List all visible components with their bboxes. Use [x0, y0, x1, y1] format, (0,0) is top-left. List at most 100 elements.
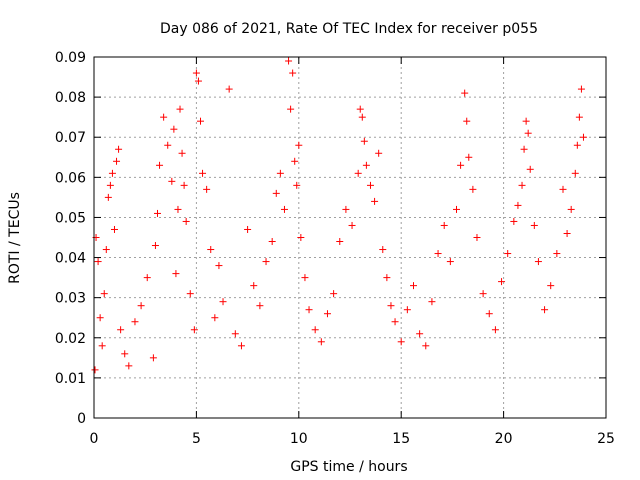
- y-tick-label: 0.01: [55, 371, 86, 387]
- data-point: [342, 205, 350, 213]
- data-point: [301, 274, 309, 282]
- data-point: [250, 282, 258, 290]
- data-point: [94, 258, 102, 266]
- x-tick-label: 0: [90, 431, 99, 447]
- data-point: [196, 117, 204, 125]
- data-point: [504, 250, 512, 258]
- data-point: [121, 350, 129, 358]
- data-point: [514, 201, 522, 209]
- data-point: [211, 314, 219, 322]
- data-point: [178, 149, 186, 157]
- data-point: [457, 161, 465, 169]
- data-point: [108, 169, 116, 177]
- data-point: [356, 105, 364, 113]
- data-point: [272, 189, 280, 197]
- data-point: [371, 197, 379, 205]
- data-point: [164, 141, 172, 149]
- data-point: [485, 310, 493, 318]
- data-point: [559, 185, 567, 193]
- data-point: [153, 209, 161, 217]
- grid-layer: [94, 57, 606, 418]
- x-axis-title: GPS time / hours: [290, 459, 407, 475]
- data-point: [403, 306, 411, 314]
- chart-title: Day 086 of 2021, Rate Of TEC Index for r…: [160, 21, 538, 37]
- y-tick-label: 0.04: [55, 251, 86, 267]
- data-point: [168, 177, 176, 185]
- data-point: [541, 306, 549, 314]
- data-point: [461, 89, 469, 97]
- data-point: [295, 141, 303, 149]
- data-point: [170, 125, 178, 133]
- data-point: [491, 326, 499, 334]
- data-point: [553, 250, 561, 258]
- data-point: [176, 105, 184, 113]
- data-point: [375, 149, 383, 157]
- data-point: [192, 69, 200, 77]
- data-point: [110, 225, 118, 233]
- data-point: [143, 274, 151, 282]
- data-point: [172, 270, 180, 278]
- data-point: [100, 290, 108, 298]
- data-point: [428, 298, 436, 306]
- y-tick-label: 0.02: [55, 331, 86, 347]
- data-point: [452, 205, 460, 213]
- y-tick-label: 0.03: [55, 291, 86, 307]
- data-point: [149, 354, 157, 362]
- data-point: [225, 85, 233, 93]
- data-point: [215, 262, 223, 270]
- data-point: [203, 185, 211, 193]
- data-point: [579, 133, 587, 141]
- data-point: [518, 181, 526, 189]
- data-point: [160, 113, 168, 121]
- data-point: [463, 117, 471, 125]
- data-point: [520, 145, 528, 153]
- data-point: [473, 234, 481, 241]
- data-point: [125, 362, 133, 370]
- data-point: [262, 258, 270, 266]
- data-point: [131, 318, 139, 326]
- data-point: [571, 169, 579, 177]
- data-point: [244, 225, 252, 233]
- plot-frame: [93, 56, 607, 419]
- data-point: [530, 221, 538, 229]
- data-point: [137, 302, 145, 310]
- data-point: [323, 310, 331, 318]
- data-point: [305, 306, 313, 314]
- data-point: [348, 221, 356, 229]
- data-point: [182, 217, 190, 225]
- x-tick-label: 20: [495, 431, 513, 447]
- data-point: [276, 169, 284, 177]
- data-point: [231, 330, 239, 338]
- y-tick-label: 0.08: [55, 90, 86, 106]
- data-point: [287, 105, 295, 113]
- data-point: [526, 165, 534, 173]
- data-point: [190, 326, 198, 334]
- data-point: [391, 318, 399, 326]
- data-point: [440, 221, 448, 229]
- data-point: [98, 342, 106, 350]
- data-point: [115, 145, 123, 153]
- data-point: [360, 137, 368, 145]
- data-point: [237, 342, 245, 350]
- data-point: [366, 181, 374, 189]
- data-point: [102, 246, 110, 254]
- data-point: [113, 157, 121, 165]
- data-point: [422, 342, 430, 350]
- y-tick-label: 0.09: [55, 50, 86, 66]
- data-point: [330, 290, 338, 298]
- data-point: [446, 258, 454, 266]
- data-point: [280, 205, 288, 213]
- data-point: [498, 278, 506, 286]
- ticks-layer: 0 0.01 0.02 0.03 0.04 0.05 0.06 0.07 0.08 0.09 0 5 1…: [55, 50, 615, 447]
- data-point: [416, 330, 424, 338]
- data-point: [293, 181, 301, 189]
- data-point: [311, 326, 319, 334]
- data-point: [291, 157, 299, 165]
- data-point: [379, 246, 387, 254]
- data-point: [194, 77, 202, 85]
- y-tick-label: 0.07: [55, 130, 86, 146]
- data-point: [289, 69, 297, 77]
- data-point: [180, 181, 188, 189]
- data-point: [151, 242, 159, 250]
